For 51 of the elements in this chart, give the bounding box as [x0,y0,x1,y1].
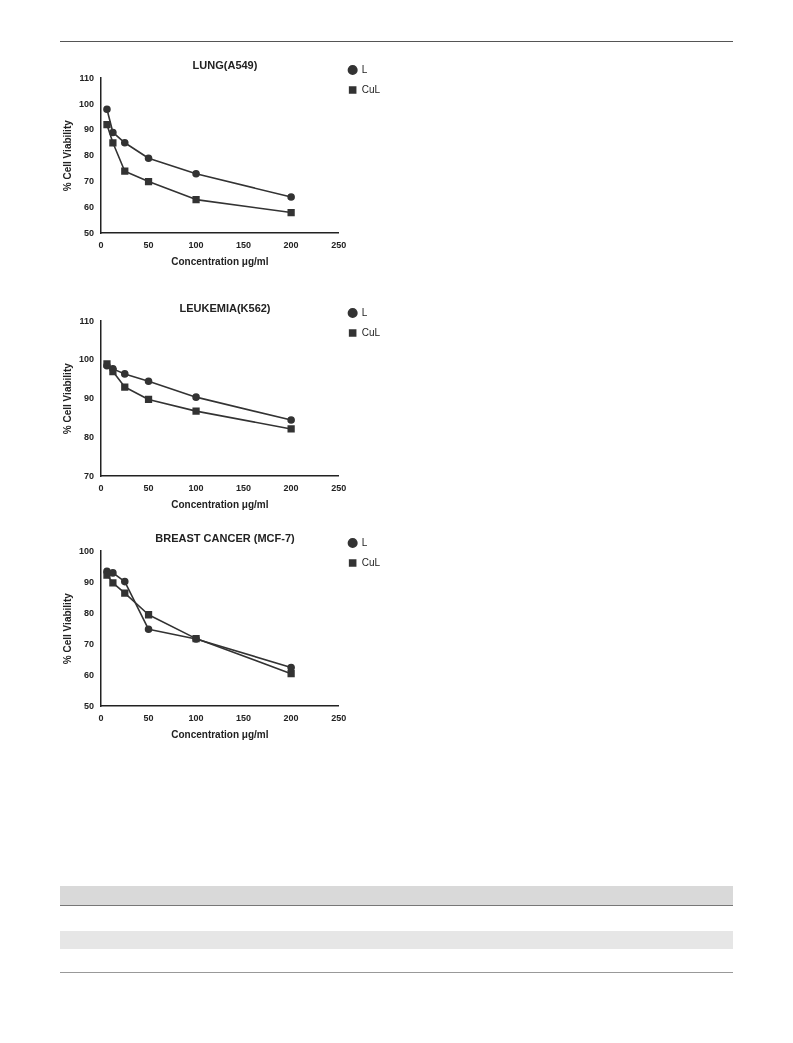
x-tick-label: 100 [188,713,204,724]
legend-label: CuL [361,83,381,95]
y-tick-label: 90 [84,393,95,404]
y-tick-label: 80 [84,150,95,161]
x-tick-label: 0 [98,483,104,494]
x-tick-label: 250 [331,483,347,494]
x-tick-label: 250 [331,713,347,724]
y-axis-title: % Cell Viability [61,592,73,665]
y-tick-label: 60 [84,201,95,212]
x-tick-label: 150 [236,713,252,724]
legend-label: CuL [361,326,381,338]
y-tick-label: 100 [78,545,95,556]
y-tick-label: 80 [84,431,95,442]
x-tick-label: 0 [98,240,104,251]
legend-label: L [361,536,368,548]
y-tick-label: 70 [84,176,95,187]
y-tick-label: 110 [79,315,95,326]
y-tick-label: 70 [84,638,95,649]
y-tick-label: 70 [84,470,95,481]
chart-title: BREAST CANCER (MCF-7) [155,531,295,544]
x-tick-label: 50 [143,483,154,494]
x-tick-label: 200 [283,240,299,251]
x-tick-label: 50 [143,240,154,251]
y-tick-label: 110 [79,72,95,83]
y-tick-label: 90 [84,576,95,587]
y-tick-label: 60 [84,669,95,680]
x-tick-label: 100 [188,240,204,251]
x-tick-label: 0 [98,713,104,724]
x-tick-label: 150 [236,483,252,494]
y-axis-title: % Cell Viability [61,119,73,192]
y-tick-label: 100 [78,354,95,365]
x-tick-label: 250 [331,240,347,251]
y-tick-label: 50 [84,700,95,711]
chart-title: LEUKEMIA(K562) [179,301,271,314]
y-tick-label: 80 [84,607,95,618]
x-axis-title: Concentration μg/ml [171,728,269,740]
x-tick-label: 50 [143,713,154,724]
legend-label: L [361,63,368,75]
y-tick-label: 90 [84,124,95,135]
legend-label: CuL [361,556,381,568]
y-axis-title: % Cell Viability [61,362,73,435]
chart-title: LUNG(A549) [192,58,258,71]
x-tick-label: 100 [188,483,204,494]
y-tick-label: 100 [78,98,95,109]
legend-label: L [361,306,368,318]
x-tick-label: 150 [236,240,252,251]
x-tick-label: 200 [283,483,299,494]
x-axis-title: Concentration μg/ml [171,255,269,267]
x-tick-label: 200 [283,713,299,724]
y-tick-label: 50 [84,227,95,238]
x-axis-title: Concentration μg/ml [171,498,269,510]
